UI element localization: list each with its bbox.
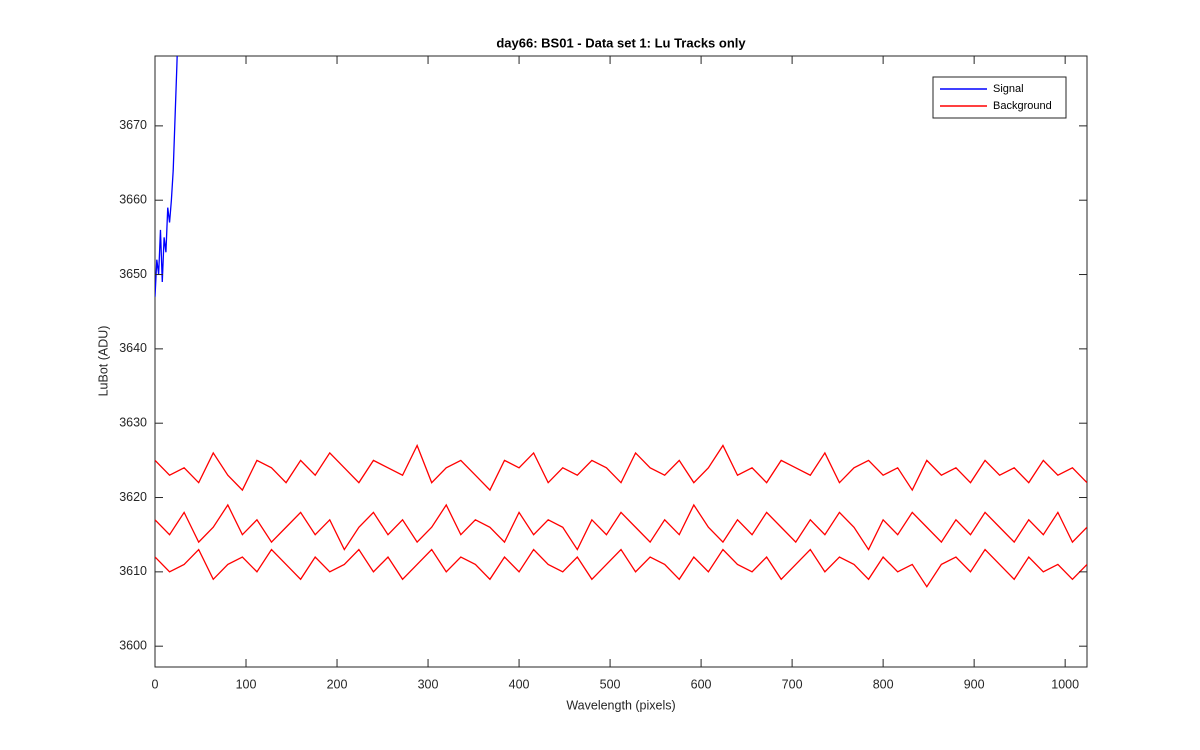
y-tick-label: 3670 <box>119 118 147 132</box>
legend: Signal Background <box>932 76 1067 119</box>
data-line <box>155 56 178 297</box>
legend-box <box>932 76 1067 119</box>
data-line <box>155 548 1087 588</box>
y-tick-label: 3640 <box>119 341 147 355</box>
x-tick-label: 200 <box>327 677 348 691</box>
plot-area <box>155 56 1087 588</box>
y-tick-label: 3600 <box>119 638 147 652</box>
x-tick-label: 300 <box>418 677 439 691</box>
x-tick-label: 400 <box>509 677 530 691</box>
x-tick-label: 500 <box>600 677 621 691</box>
x-tick-label: 900 <box>964 677 985 691</box>
x-tick-label: 100 <box>236 677 257 691</box>
legend-label: Background <box>993 100 1052 112</box>
y-tick-label: 3660 <box>119 192 147 206</box>
data-line <box>155 443 1087 492</box>
y-tick-label: 3620 <box>119 490 147 504</box>
x-tick-label: 600 <box>691 677 712 691</box>
x-tick-label: 0 <box>152 677 159 691</box>
y-tick-label: 3650 <box>119 267 147 281</box>
x-tick-label: 1000 <box>1051 677 1079 691</box>
chart-title: day66: BS01 - Data set 1: Lu Tracks only <box>496 35 746 50</box>
x-axis-label: Wavelength (pixels) <box>566 698 675 712</box>
data-line <box>155 503 1087 551</box>
legend-label: Signal <box>993 83 1024 95</box>
x-tick-label: 700 <box>782 677 803 691</box>
y-axis-label: LuBot (ADU) <box>96 326 110 397</box>
y-tick-label: 3630 <box>119 415 147 429</box>
x-tick-label: 800 <box>873 677 894 691</box>
y-tick-label: 3610 <box>119 564 147 578</box>
plot-box <box>154 55 1088 668</box>
